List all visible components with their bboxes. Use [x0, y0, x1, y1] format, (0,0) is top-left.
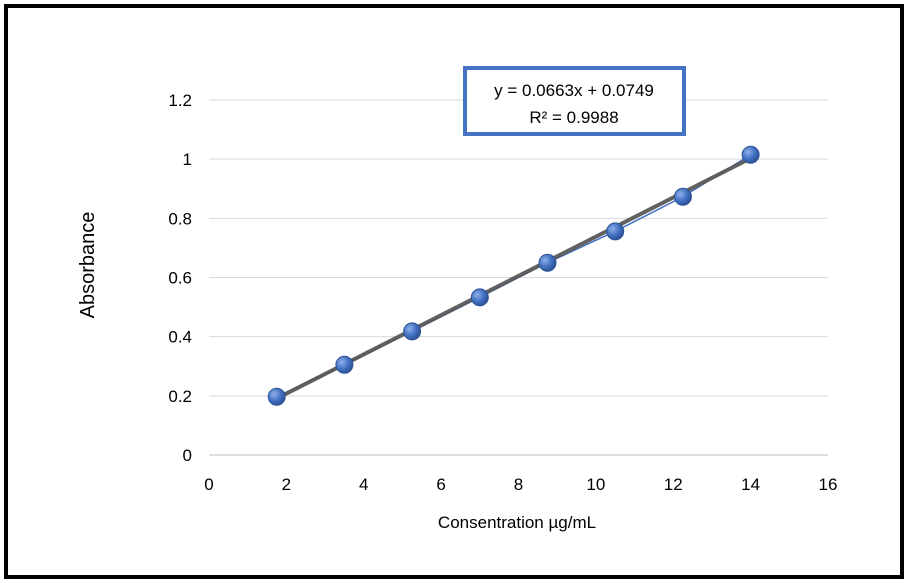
x-tick-label: 4 — [359, 475, 368, 494]
x-tick-label: 2 — [282, 475, 291, 494]
trendline-group — [274, 156, 753, 401]
data-point — [403, 322, 422, 341]
equation-box-border — [463, 66, 686, 136]
x-tick-label: 12 — [664, 475, 683, 494]
y-tick-label: 1.2 — [168, 91, 192, 110]
x-tick-label: 16 — [819, 475, 838, 494]
data-point — [335, 355, 354, 374]
trendline-equation: y = 0.0663x + 0.0749 — [494, 81, 654, 100]
x-tick-label: 14 — [741, 475, 760, 494]
x-tick-label: 8 — [514, 475, 523, 494]
data-point — [673, 187, 692, 206]
data-points — [267, 145, 760, 406]
y-tick-label: 0.2 — [168, 387, 192, 406]
y-tick-label: 1 — [183, 150, 192, 169]
x-tick-label: 10 — [586, 475, 605, 494]
y-tick-label: 0 — [183, 446, 192, 465]
data-point — [538, 253, 557, 272]
x-tick-label: 0 — [204, 475, 213, 494]
data-point — [741, 145, 760, 164]
y-tick-label: 0.6 — [168, 269, 192, 288]
trendline-equation-box: y = 0.0663x + 0.0749 R² = 0.9988 — [463, 66, 686, 136]
data-point — [267, 387, 286, 406]
x-axis-title: Consentration µg/mL — [438, 513, 596, 532]
data-point — [470, 288, 489, 307]
y-tick-labels: 0 0.2 0.4 0.6 0.8 1 1.2 — [168, 91, 192, 465]
data-point — [606, 222, 625, 241]
trendline-r-squared: R² = 0.9988 — [529, 108, 618, 127]
trendline — [274, 156, 753, 401]
y-tick-label: 0.8 — [168, 209, 192, 228]
gridlines — [209, 99, 828, 456]
y-axis-title: Absorbance — [77, 212, 99, 319]
x-tick-label: 6 — [436, 475, 445, 494]
x-tick-labels: 0 2 4 6 8 10 12 14 16 — [204, 475, 837, 494]
y-tick-label: 0.4 — [168, 328, 192, 347]
